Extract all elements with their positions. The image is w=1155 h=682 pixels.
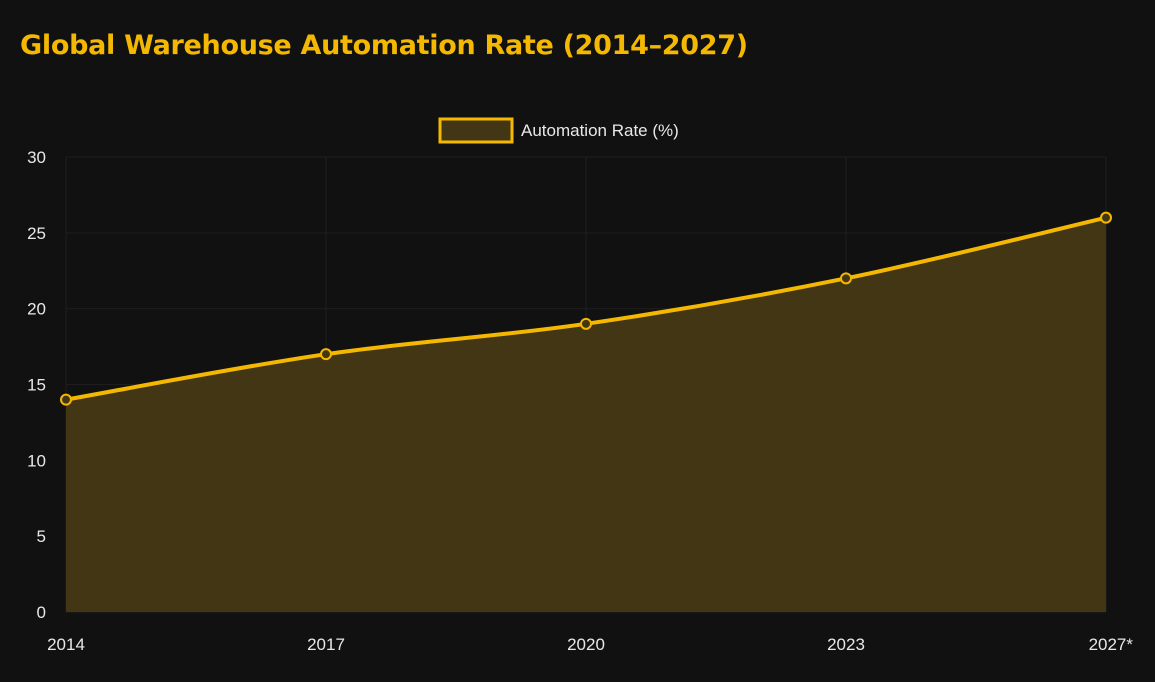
y-tick-label: 30: [27, 148, 46, 167]
data-point-2017[interactable]: [320, 348, 332, 361]
data-point-2014[interactable]: [60, 393, 72, 406]
series-area: [66, 217, 1106, 612]
x-tick-label: 2023: [827, 635, 865, 654]
legend-swatch[interactable]: [438, 117, 514, 144]
y-tick-label: 5: [37, 527, 46, 546]
y-tick-label: 25: [27, 224, 46, 243]
y-tick-label: 20: [27, 300, 46, 319]
x-tick-label: 2020: [567, 635, 605, 654]
legend-label[interactable]: Automation Rate (%): [521, 121, 679, 140]
x-tick-label: 2014: [47, 635, 85, 654]
series-area-fill: [66, 217, 1106, 612]
y-tick-label: 15: [27, 376, 46, 395]
data-point-2020[interactable]: [580, 317, 592, 330]
y-tick-label: 10: [27, 451, 46, 470]
x-axis-ticks: 2014 2017 2020 2023 2027*: [47, 635, 1133, 654]
data-point-2027[interactable]: [1100, 211, 1112, 224]
data-points: [60, 211, 1112, 406]
y-axis-ticks: 0 5 10 15 20 25 30: [27, 148, 46, 622]
data-point-2023[interactable]: [840, 272, 852, 285]
y-tick-label: 0: [37, 603, 46, 622]
x-tick-label: 2027*: [1089, 635, 1134, 654]
x-tick-label: 2017: [307, 635, 345, 654]
page-title: Global Warehouse Automation Rate (2014–2…: [20, 30, 748, 61]
legend[interactable]: Automation Rate (%): [438, 117, 679, 144]
